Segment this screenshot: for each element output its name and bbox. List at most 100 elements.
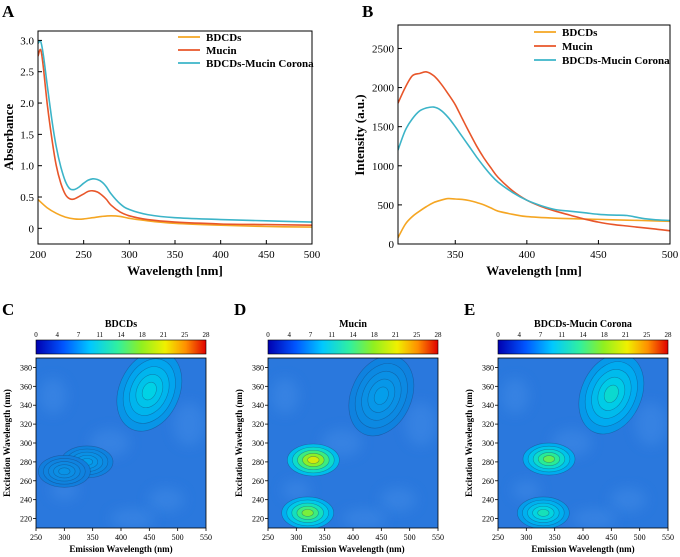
- panel-label-e: E: [464, 300, 475, 319]
- heatmap-texture: [501, 377, 529, 414]
- x-tick-label: 500: [304, 249, 321, 261]
- y-tick-label: 280: [482, 458, 494, 467]
- colorbar-tick-label: 11: [328, 331, 335, 339]
- series-line-b-2: [398, 106, 670, 222]
- x-tick-label: 350: [549, 533, 561, 542]
- x-tick-label: 500: [634, 533, 646, 542]
- y-tick-label: 300: [20, 439, 32, 448]
- heatmap-field-d: [268, 358, 438, 528]
- legend-a-label-corona: BDCDs-Mucin Corona: [206, 58, 314, 70]
- x-tick-label: 250: [30, 533, 42, 542]
- y-tick-label: 2.0: [20, 98, 34, 110]
- panel-label-b: B: [362, 2, 373, 21]
- heatmap-texture: [282, 480, 311, 501]
- panel-c: BDCDs 0 4 7 11 14 18 21 25 28 250 300 350 400 450 500 55…: [2, 319, 212, 554]
- x-tick-label: 450: [375, 533, 387, 542]
- y-tick-label: 340: [252, 401, 264, 410]
- y-tick-label: 2000: [372, 83, 395, 95]
- y-tick-label: 340: [20, 401, 32, 410]
- y-tick-label: 1.5: [20, 129, 34, 141]
- y-tick-label: 280: [20, 458, 32, 467]
- heatmap-texture: [610, 487, 647, 512]
- y-tick-label: 1000: [372, 161, 395, 173]
- colorbar-tick-label: 0: [496, 331, 500, 339]
- y-tick-label: 300: [482, 439, 494, 448]
- heatmap-texture: [148, 487, 185, 512]
- panel-a-legend: BDCDs Mucin BDCDs-Mucin Corona: [178, 32, 314, 70]
- y-tick-label: 240: [482, 496, 494, 505]
- panel-b-axes: 350 400 450 500 0 500 1000 1500 2000 2500: [372, 43, 679, 261]
- y-tick-label: 320: [482, 420, 494, 429]
- colorbar-tick-label: 4: [288, 331, 292, 339]
- colorbar-tick-label: 7: [539, 331, 543, 339]
- legend-b-label-bdcds: BDCDs: [562, 27, 598, 39]
- y-tick-label: 0.5: [20, 192, 34, 204]
- panel-d: Mucin 0 4 7 11 14 18 21 25 28 250 300 350 400 450 500 55…: [234, 319, 444, 554]
- x-tick-label: 400: [519, 249, 536, 261]
- heatmap-title-e: BDCDs-Mucin Corona: [534, 319, 632, 330]
- x-tick-label: 250: [262, 533, 274, 542]
- y-tick-label: 220: [482, 515, 494, 524]
- colorbar-tick-label: 11: [96, 331, 103, 339]
- heatmap-xlabel-d: Emission Wavelength (nm): [301, 544, 404, 554]
- series-line-b-1: [398, 71, 670, 232]
- colorbar-tick-label: 21: [392, 331, 400, 339]
- x-tick-label: 400: [577, 533, 589, 542]
- y-tick-label: 3.0: [20, 35, 34, 47]
- x-tick-label: 350: [447, 249, 464, 261]
- legend-a-label-bdcds: BDCDs: [206, 32, 242, 44]
- colorbar-tick-label: 4: [56, 331, 60, 339]
- colorbar-tick-label: 0: [266, 331, 270, 339]
- contour-level: [301, 509, 314, 517]
- x-tick-label: 500: [662, 249, 679, 261]
- x-tick-label: 200: [30, 249, 47, 261]
- panel-a-xlabel: Wavelength [nm]: [127, 263, 223, 278]
- panel-b-xlabel: Wavelength [nm]: [486, 263, 582, 278]
- x-tick-label: 450: [258, 249, 275, 261]
- x-tick-label: 300: [121, 249, 138, 261]
- y-tick-label: 0: [389, 239, 395, 251]
- heatmap-peak-c-2: [38, 455, 91, 488]
- series-line-b-0: [398, 197, 670, 239]
- panel-a-series: [38, 40, 312, 228]
- colorbar-gradient: [497, 339, 669, 355]
- colorbar-tick-label: 7: [77, 331, 81, 339]
- x-tick-label: 350: [167, 249, 184, 261]
- heatmap-peak-d-1: [281, 496, 334, 528]
- x-tick-label: 500: [172, 533, 184, 542]
- y-tick-label: 320: [20, 420, 32, 429]
- contour-level: [141, 381, 157, 401]
- colorbar-tick-label: 18: [371, 331, 379, 339]
- heatmap-texture: [405, 402, 437, 447]
- x-tick-label: 350: [87, 533, 99, 542]
- heatmap-ylabel-c: Excitation Wavelength (nm): [2, 389, 12, 497]
- panel-label-c: C: [2, 300, 14, 319]
- colorbar-tick-label: 18: [139, 331, 147, 339]
- colorbar-tick-label: 0: [34, 331, 38, 339]
- y-tick-label: 360: [20, 382, 32, 391]
- panel-label-d: D: [234, 300, 246, 319]
- heatmap-texture: [635, 402, 667, 447]
- y-tick-label: 220: [252, 515, 264, 524]
- y-tick-label: 240: [252, 496, 264, 505]
- heatmap-texture: [110, 508, 155, 528]
- heatmap-peak-d-2: [348, 358, 415, 437]
- heatmap-ylabel-e: Excitation Wavelength (nm): [464, 389, 474, 497]
- heatmap-title-c: BDCDs: [105, 319, 137, 330]
- y-tick-label: 280: [252, 458, 264, 467]
- y-tick-label: 2.5: [20, 67, 34, 79]
- x-tick-label: 350: [319, 533, 331, 542]
- heatmap-texture: [39, 377, 67, 414]
- y-tick-label: 360: [252, 382, 264, 391]
- x-tick-label: 400: [212, 249, 229, 261]
- colorbar-c: BDCDs 0 4 7 11 14 18 21 25 28: [34, 319, 210, 355]
- x-tick-label: 300: [290, 533, 302, 542]
- y-tick-label: 220: [20, 515, 32, 524]
- y-tick-label: 380: [482, 363, 494, 372]
- y-tick-label: 380: [20, 363, 32, 372]
- y-tick-label: 340: [482, 401, 494, 410]
- heatmap-peak-e-1: [517, 496, 570, 528]
- heatmap-title-d: Mucin: [339, 319, 367, 330]
